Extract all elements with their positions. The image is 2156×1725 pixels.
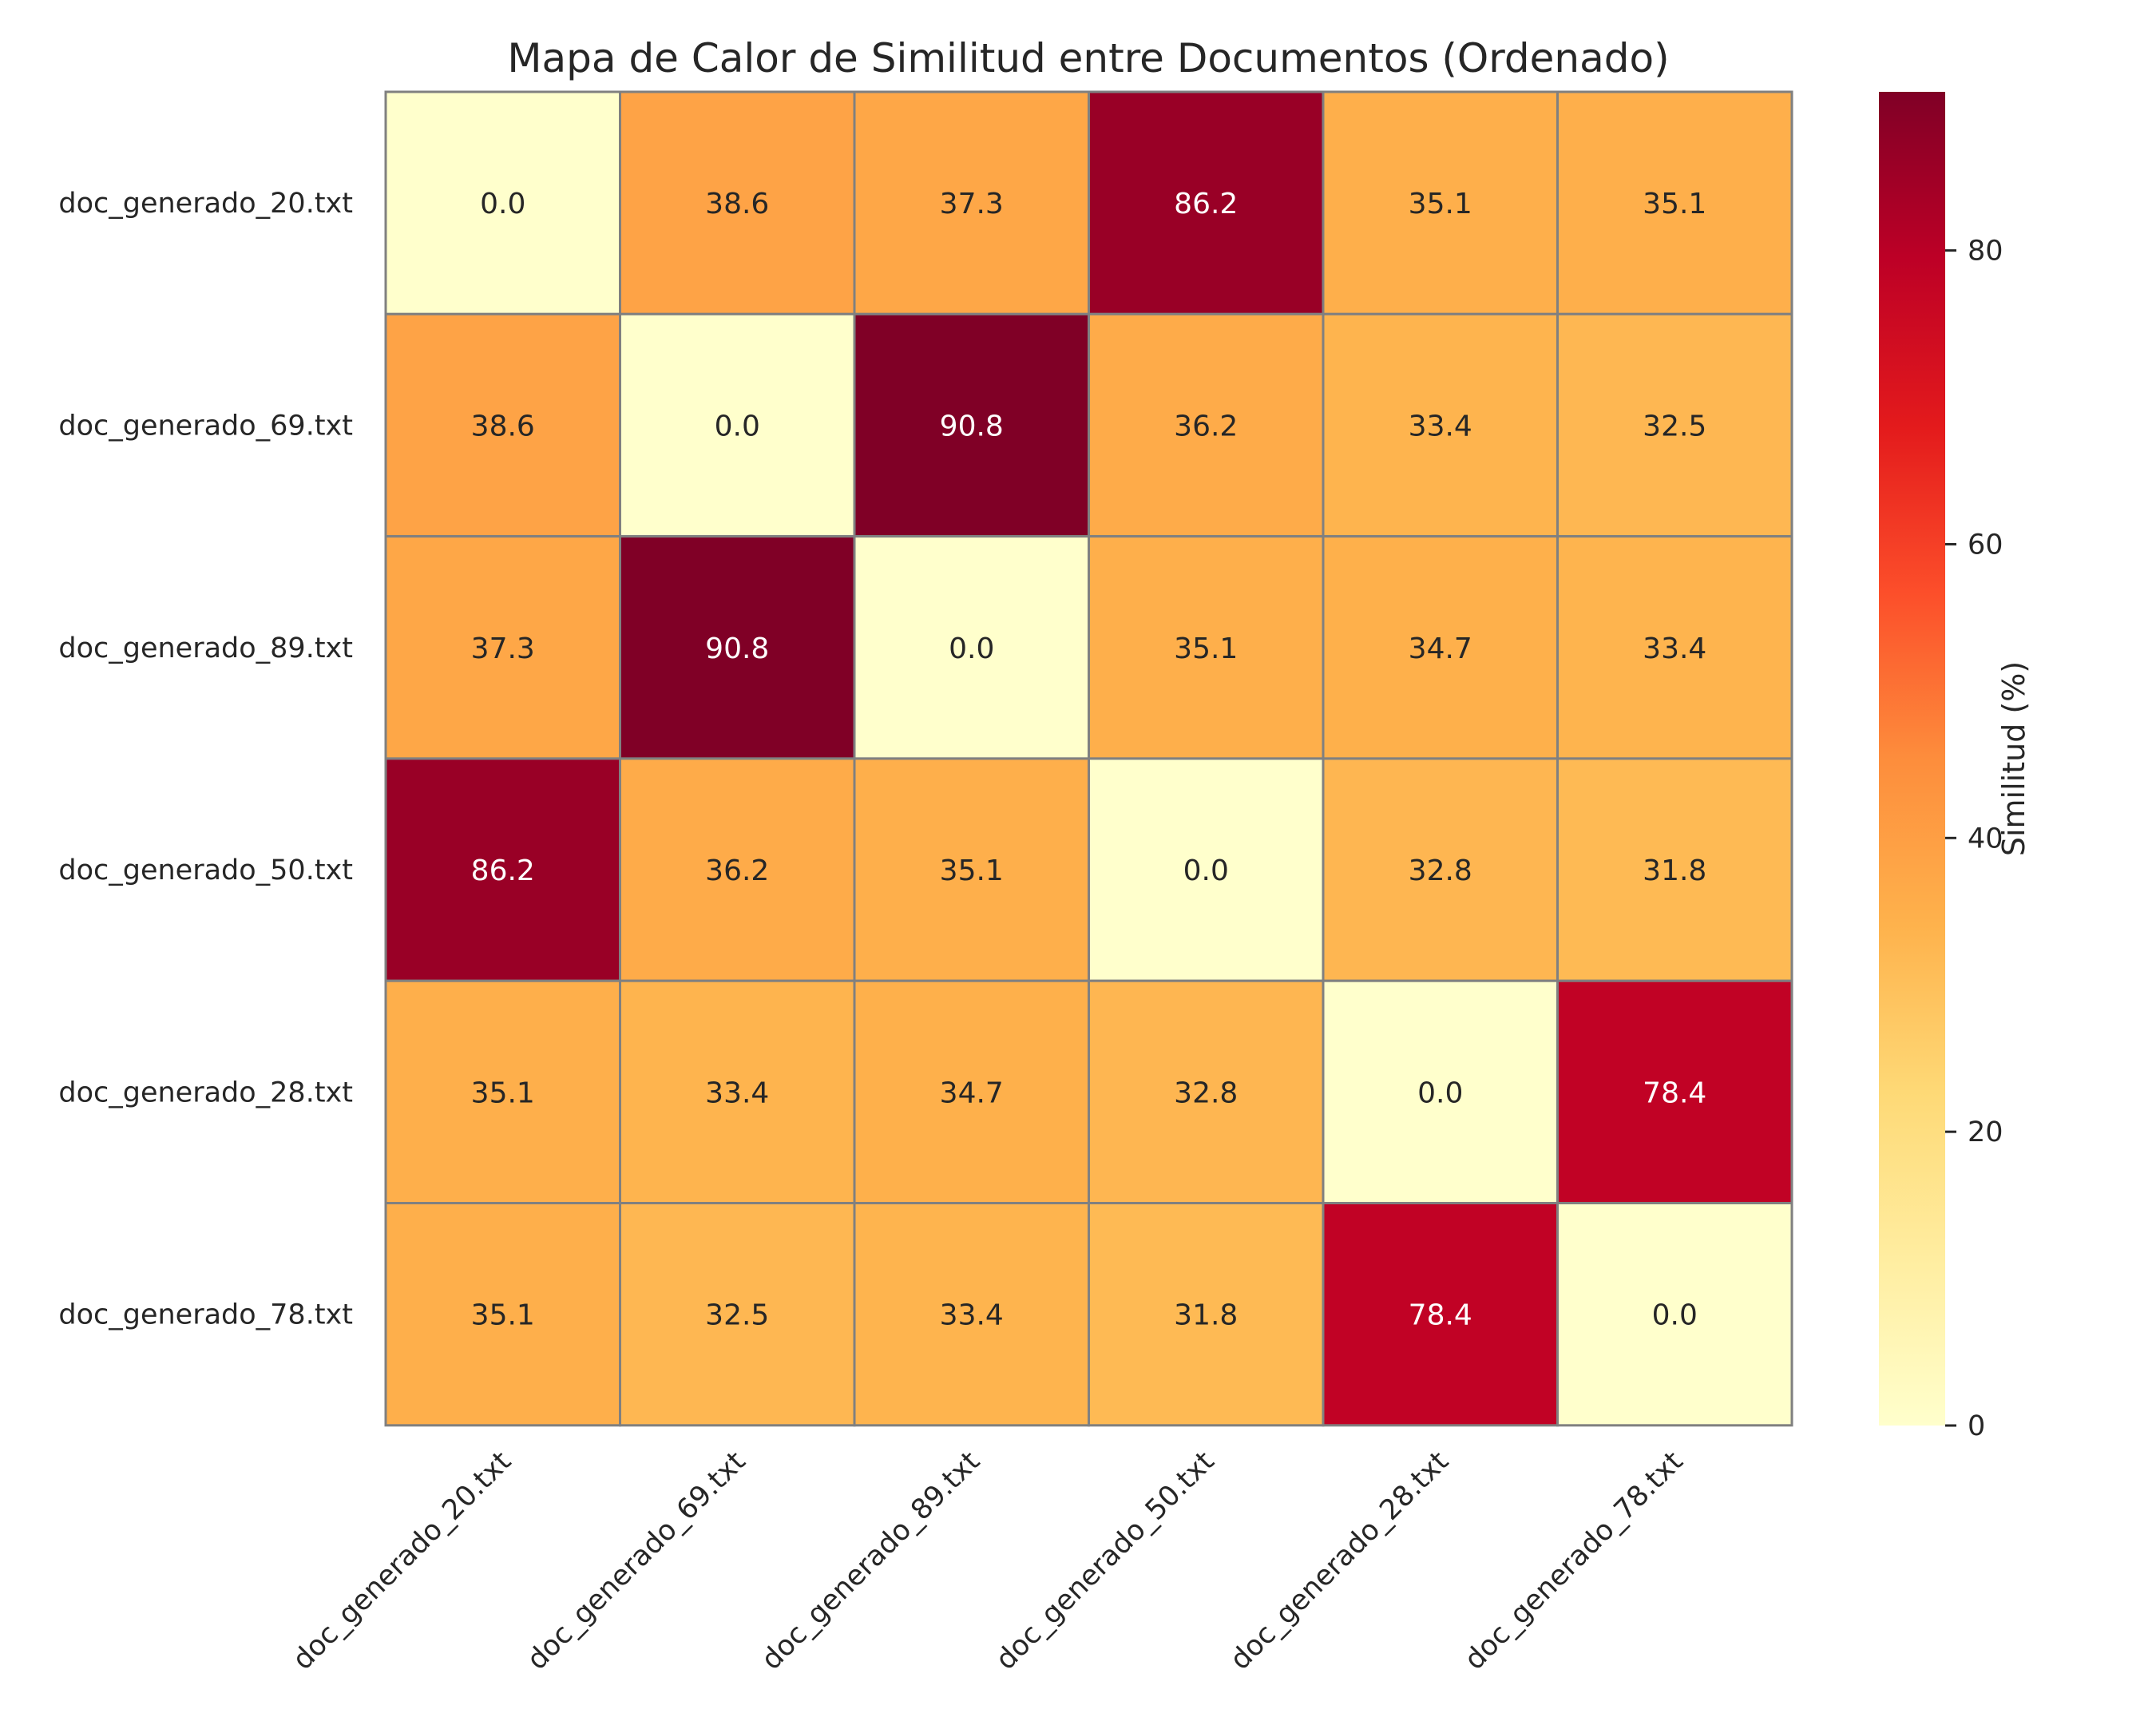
column-label: doc_generado_50.txt: [990, 1445, 1221, 1676]
cell-value-label: 35.1: [1643, 188, 1706, 220]
heatmap-cell: [619, 90, 856, 315]
cell-value-label: 32.5: [1643, 410, 1706, 442]
heatmap-cell: [384, 90, 621, 315]
cell-value-label: 33.4: [940, 1299, 1004, 1332]
cell-value-label: 33.4: [705, 1077, 769, 1109]
heatmap-cell: [1556, 535, 1793, 760]
cell-value-label: 35.1: [940, 855, 1004, 887]
cell-value-label: 32.8: [1409, 855, 1472, 887]
cell-value-label: 0.0: [480, 188, 525, 220]
heatmap-cell: [853, 979, 1090, 1204]
heatmap-cell: [1322, 90, 1559, 315]
row-label: doc_generado_89.txt: [58, 632, 353, 664]
heatmap-cells: 0.0 38.6 37.3 86.2 35.1 35.1 38.6 0.0 90.8 36.2 33…: [384, 90, 1793, 1427]
cell-value-label: 34.7: [1409, 632, 1472, 665]
heatmap-cell: [384, 1202, 621, 1427]
cell-value-label: 34.7: [940, 1077, 1004, 1109]
cell-value-label: 86.2: [471, 855, 535, 887]
column-label: doc_generado_28.txt: [1224, 1445, 1455, 1676]
cell-value-label: 31.8: [1174, 1299, 1238, 1332]
cell-value-label: 35.1: [471, 1299, 535, 1332]
cell-value-label: 38.6: [705, 188, 769, 220]
heatmap-cell: [619, 535, 856, 760]
column-label: doc_generado_20.txt: [287, 1445, 517, 1676]
cell-value-label: 35.1: [1174, 632, 1238, 665]
heatmap-cell: [619, 312, 856, 538]
chart-title: Mapa de Calor de Similitud entre Documen…: [507, 35, 1669, 81]
cell-value-label: 35.1: [471, 1077, 535, 1109]
column-tick-labels: doc_generado_20.txt doc_generado_69.txt do…: [287, 1445, 1689, 1676]
heatmap-cell: [1088, 979, 1325, 1204]
cell-value-label: 33.4: [1409, 410, 1472, 442]
colorbar-tick-label: 20: [1968, 1116, 2003, 1148]
cell-value-label: 33.4: [1643, 632, 1706, 665]
cell-value-label: 36.2: [705, 855, 769, 887]
heatmap-cell: [1088, 312, 1325, 538]
colorbar-gradient: [1879, 92, 1945, 1426]
heatmap-cell: [1556, 90, 1793, 315]
colorbar-tick-label: 0: [1968, 1410, 1985, 1442]
cell-value-label: 90.8: [940, 410, 1004, 442]
heatmap-cell: [853, 535, 1090, 760]
heatmap-cell: [1088, 757, 1325, 982]
cell-value-label: 36.2: [1174, 410, 1238, 442]
heatmap-cell: [1088, 90, 1325, 315]
colorbar-ticks: 0 20 40 60 80: [1945, 236, 2003, 1442]
cell-value-label: 37.3: [471, 632, 535, 665]
heatmap-cell: [1088, 1202, 1325, 1427]
column-label: doc_generado_89.txt: [755, 1445, 986, 1676]
cell-value-label: 0.0: [1417, 1077, 1463, 1109]
heatmap-cell: [384, 979, 621, 1204]
heatmap-cell: [1088, 535, 1325, 760]
cell-value-label: 37.3: [940, 188, 1004, 220]
cell-value-label: 32.8: [1174, 1077, 1238, 1109]
row-label: doc_generado_69.txt: [58, 410, 353, 442]
row-tick-labels: doc_generado_20.txt doc_generado_69.txtdo…: [58, 188, 353, 1331]
column-label: doc_generado_69.txt: [521, 1445, 752, 1676]
heatmap-cell: [853, 90, 1090, 315]
heatmap-cell: [1556, 979, 1793, 1204]
cell-value-label: 38.6: [471, 410, 535, 442]
cell-value-label: 0.0: [949, 632, 994, 665]
cell-value-label: 35.1: [1409, 188, 1472, 220]
cell-value-label: 0.0: [715, 410, 760, 442]
cell-value-label: 90.8: [705, 632, 769, 665]
row-label: doc_generado_28.txt: [58, 1077, 353, 1108]
heatmap-cell: [1556, 1202, 1793, 1427]
heatmap-cell: [384, 757, 621, 982]
heatmap-cell: [1322, 757, 1559, 982]
heatmap-cell: [384, 535, 621, 760]
heatmap-cell: [1556, 757, 1793, 982]
heatmap-cell: [853, 757, 1090, 982]
colorbar: 0 20 40 60 80 Similitud (%): [1879, 92, 2031, 1442]
heatmap-cell: [1322, 535, 1559, 760]
column-label: doc_generado_78.txt: [1459, 1445, 1690, 1676]
colorbar-tick-label: 40: [1968, 823, 2003, 855]
row-label: doc_generado_50.txt: [58, 855, 353, 886]
cell-value-label: 78.4: [1643, 1077, 1706, 1109]
row-label: doc_generado_20.txt: [58, 188, 353, 220]
heatmap-cell: [1322, 1202, 1559, 1427]
cell-value-label: 32.5: [705, 1299, 769, 1332]
cell-value-label: 0.0: [1183, 855, 1229, 887]
heatmap-cell: [1322, 979, 1559, 1204]
row-label: doc_generado_78.txt: [58, 1299, 353, 1331]
colorbar-label: Similitud (%): [1996, 661, 2031, 856]
cell-value-label: 78.4: [1409, 1299, 1472, 1332]
cell-value-label: 0.0: [1652, 1299, 1698, 1332]
heatmap-cell: [1556, 312, 1793, 538]
cell-value-label: 86.2: [1174, 188, 1238, 220]
cell-value-label: 31.8: [1643, 855, 1706, 887]
colorbar-tick-label: 80: [1968, 236, 2003, 268]
colorbar-tick-label: 60: [1968, 529, 2003, 561]
heatmap-cell: [619, 757, 856, 982]
